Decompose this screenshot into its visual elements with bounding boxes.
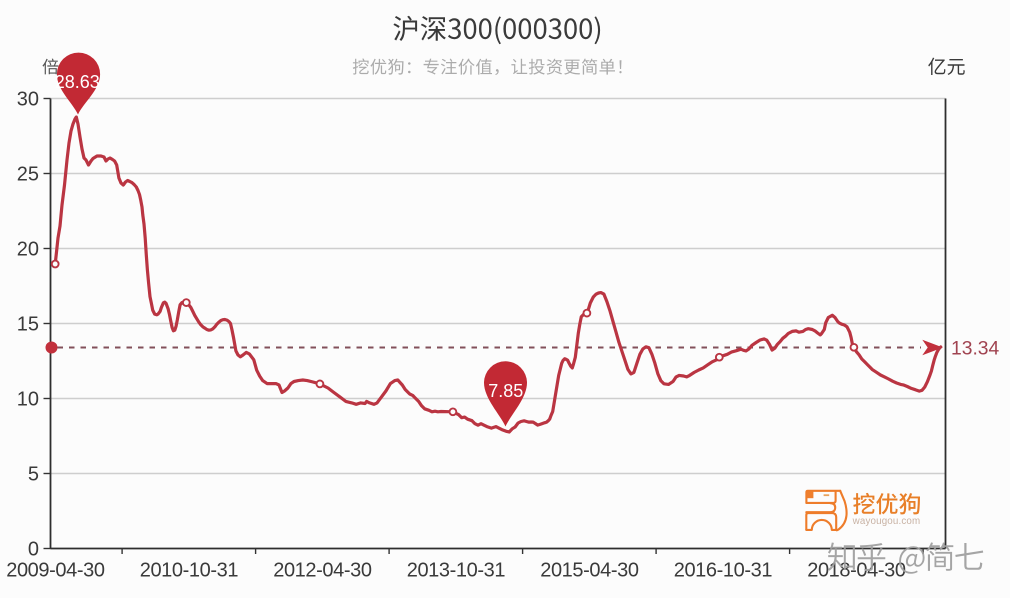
svg-text:2012-04-30: 2012-04-30	[273, 560, 372, 582]
svg-text:2013-10-31: 2013-10-31	[407, 560, 506, 582]
svg-text:wayougou.com: wayougou.com	[852, 516, 921, 527]
svg-text:28.63: 28.63	[55, 72, 100, 92]
svg-text:5: 5	[28, 464, 39, 486]
svg-text:15: 15	[17, 314, 39, 336]
svg-text:0: 0	[28, 539, 39, 561]
svg-text:30: 30	[17, 89, 39, 111]
svg-text:2009-04-30: 2009-04-30	[6, 560, 105, 582]
svg-text:2018-04-30: 2018-04-30	[807, 560, 906, 582]
svg-text:7.85: 7.85	[488, 381, 523, 401]
svg-text:10: 10	[17, 389, 39, 411]
svg-text:13.34: 13.34	[951, 339, 1000, 360]
svg-text:25: 25	[17, 164, 39, 186]
svg-text:2010-10-31: 2010-10-31	[140, 560, 239, 582]
svg-text:20: 20	[17, 239, 39, 261]
svg-text:2016-10-31: 2016-10-31	[674, 560, 773, 582]
svg-text:2015-04-30: 2015-04-30	[540, 560, 639, 582]
